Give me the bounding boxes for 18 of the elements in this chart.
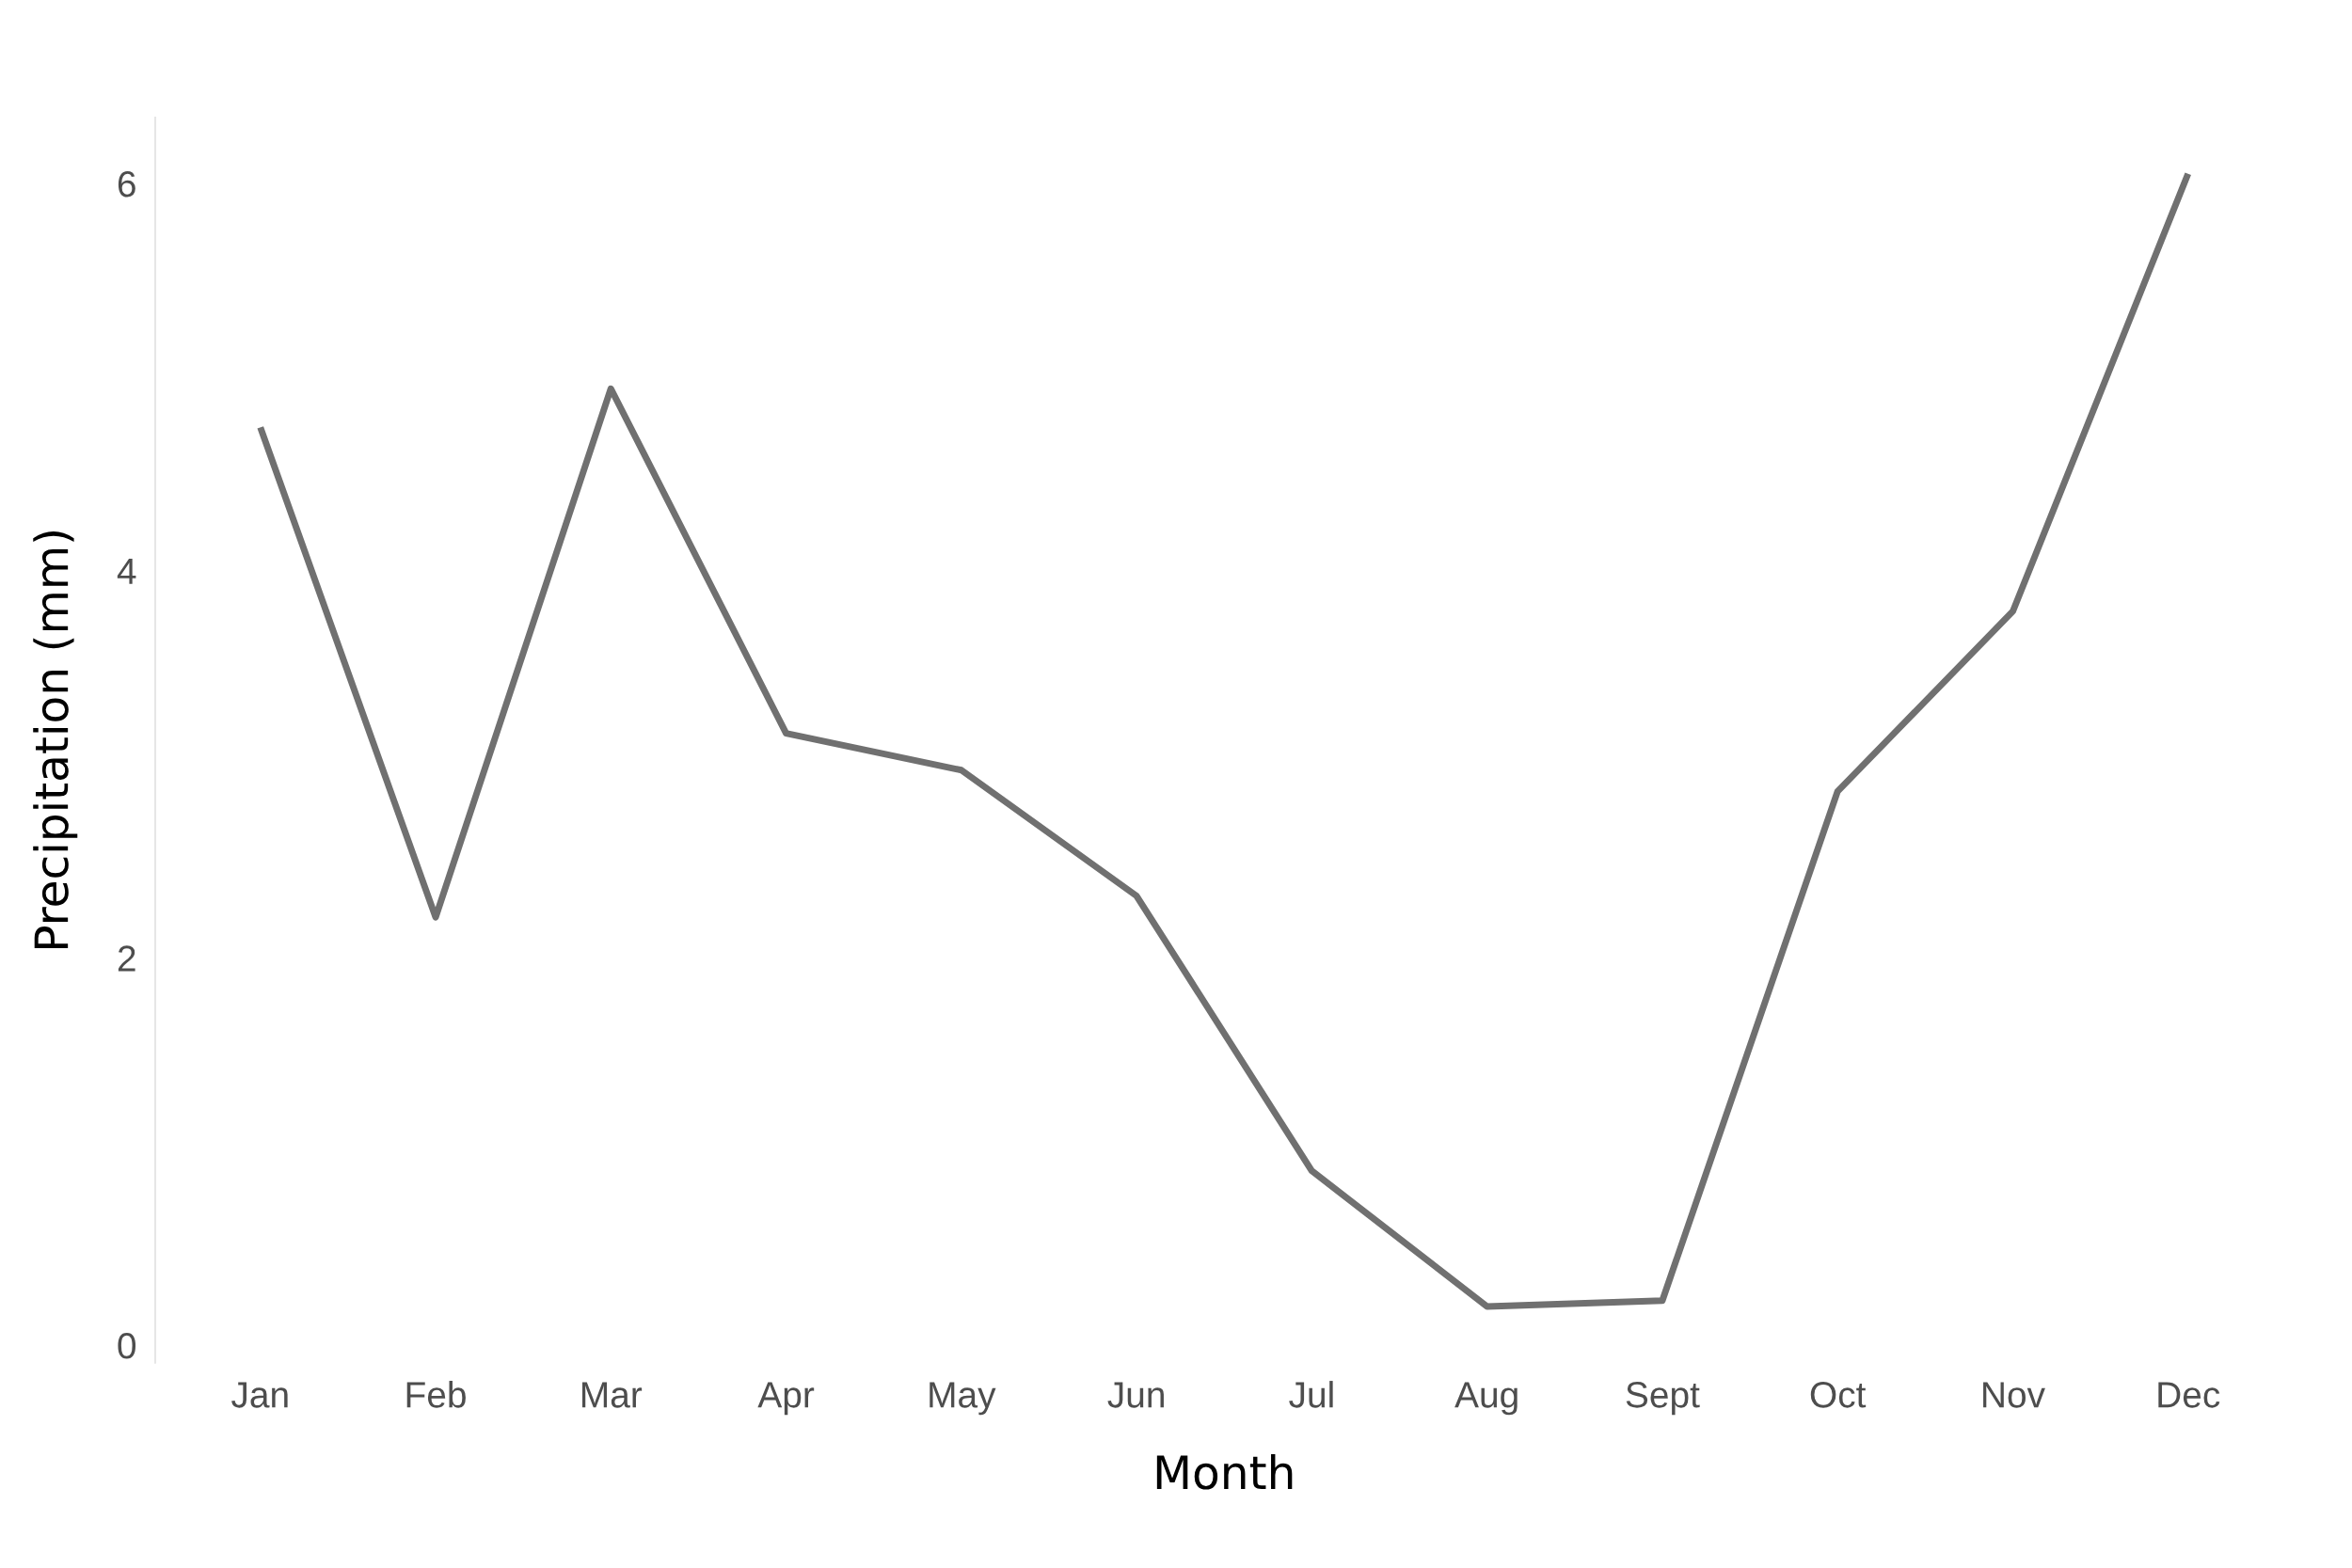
x-tick-label: Dec <box>2158 1382 2220 1408</box>
x-tick-label: Feb <box>406 1381 466 1408</box>
y-tick-label: 4 <box>117 559 136 584</box>
x-axis-title: Month <box>1156 1453 1293 1490</box>
y-axis-title: Precipitation (mm) <box>33 531 78 948</box>
x-tick-label: Jul <box>1289 1381 1333 1408</box>
x-tick-label: May <box>930 1382 996 1416</box>
x-tick-label: Jan <box>231 1382 288 1408</box>
y-tick-label: 2 <box>118 945 135 972</box>
x-tick-label: Apr <box>757 1382 815 1416</box>
x-tick-label: Jun <box>1107 1382 1164 1408</box>
y-tick-label: 0 <box>118 1333 136 1359</box>
x-tick-label: Sept <box>1626 1382 1700 1416</box>
x-tick-label: Aug <box>1454 1382 1518 1416</box>
x-tick-label: Nov <box>1983 1382 2045 1408</box>
y-tick-label: 6 <box>118 170 135 198</box>
x-tick-label: Mar <box>582 1382 643 1408</box>
x-tick-label: Oct <box>1810 1382 1867 1408</box>
